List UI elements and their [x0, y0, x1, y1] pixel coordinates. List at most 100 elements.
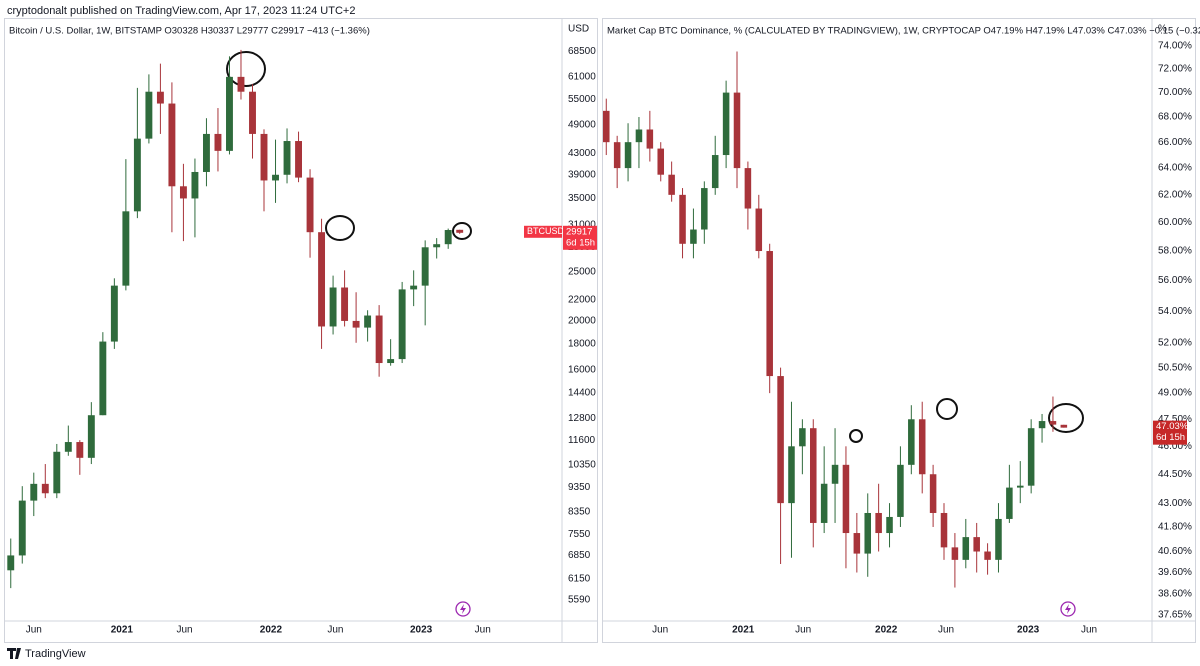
candle-body	[1049, 421, 1057, 425]
candle-body	[1038, 421, 1046, 429]
candle-body	[973, 537, 980, 552]
y-tick-label: 56.00%	[1158, 275, 1192, 286]
y-tick-label: 49000	[568, 119, 596, 130]
y-tick-label: 68.00%	[1158, 112, 1192, 123]
y-tick-label: 50.50%	[1158, 362, 1192, 373]
candle-body	[799, 428, 806, 447]
candle-body	[744, 168, 752, 209]
candle-body	[1006, 487, 1013, 519]
candle-body	[777, 376, 784, 504]
y-tick-label: 61000	[568, 72, 596, 83]
y-tick-label: 47.50%	[1158, 414, 1192, 425]
y-tick-label: 62.00%	[1158, 189, 1192, 200]
candle-body	[613, 142, 621, 169]
y-tick-label: 72.00%	[1158, 64, 1192, 75]
event-icon-bolt	[460, 604, 466, 614]
event-icon	[455, 601, 471, 617]
candle-body	[99, 341, 107, 416]
candle-body	[179, 186, 187, 199]
candle-body	[864, 512, 872, 554]
candle-body	[766, 251, 773, 377]
y-tick-label: 68500	[568, 46, 596, 57]
candle-body	[701, 188, 708, 230]
candle-body	[76, 442, 84, 458]
y-tick-label: 7550	[568, 529, 591, 540]
candle-body	[733, 92, 741, 169]
y-tick-label: 6150	[568, 574, 591, 585]
candle-body	[646, 129, 654, 149]
x-tick-label: Jun	[327, 625, 343, 636]
candle-body	[306, 177, 314, 233]
candle-body	[831, 464, 839, 484]
y-tick-label: 35000	[568, 193, 596, 204]
candle-body	[122, 211, 130, 286]
candle-body	[18, 500, 26, 556]
y-tick-label: 16000	[568, 364, 596, 375]
annotation-circle	[325, 215, 355, 241]
y-tick-label: 74.00%	[1158, 40, 1192, 51]
right-panel-frame	[602, 18, 1196, 643]
y-tick-label: 8350	[568, 507, 591, 518]
candle-body	[995, 518, 1002, 560]
candle-body	[387, 359, 395, 364]
candle-body	[984, 551, 991, 560]
y-tick-label: 58.00%	[1158, 246, 1192, 257]
x-tick-label: 2021	[732, 625, 755, 636]
x-tick-label: 2023	[1017, 625, 1040, 636]
candle-body	[722, 92, 730, 156]
candle-body	[133, 138, 141, 212]
candle-body	[30, 483, 38, 501]
x-tick-label: Jun	[938, 625, 954, 636]
y-unit: %	[1158, 24, 1167, 35]
annotation-circle	[849, 429, 863, 443]
candle-body	[842, 464, 850, 534]
candle-body	[191, 171, 199, 199]
y-tick-label: 41.80%	[1158, 522, 1192, 533]
candle-body	[755, 208, 763, 252]
y-tick-label: 40.60%	[1158, 546, 1192, 557]
candle-body	[410, 285, 418, 290]
candle-body	[375, 315, 383, 364]
price-tag-countdown: 6d 15h	[1156, 432, 1185, 443]
x-tick-label: Jun	[475, 625, 491, 636]
x-tick-label: Jun	[26, 625, 42, 636]
candle-body	[329, 287, 337, 327]
candle-body	[886, 516, 893, 534]
x-tick-label: Jun	[652, 625, 668, 636]
chart: Market Cap BTC Dominance, % (CALCULATED …	[603, 24, 1200, 636]
byline: cryptodonalt published on TradingView.co…	[7, 5, 355, 17]
candle-body	[156, 91, 164, 104]
annotation-circle	[1048, 403, 1084, 433]
chart: Bitcoin / U.S. Dollar, 1W, BITSTAMP O303…	[7, 24, 597, 636]
candle-body	[690, 229, 697, 244]
y-tick-label: 10350	[568, 460, 596, 471]
price-tag-bg	[563, 225, 597, 250]
candle-body	[940, 512, 948, 548]
event-icon-bolt	[1065, 604, 1071, 614]
brand: TradingView	[25, 648, 86, 660]
x-tick-label: 2023	[410, 625, 433, 636]
price-tag-value: 29917	[566, 226, 592, 237]
candle-body	[295, 141, 302, 178]
candle-body	[364, 315, 372, 328]
y-tick-label: 12800	[568, 413, 596, 424]
candle-body	[456, 229, 464, 233]
candle-body	[87, 415, 95, 458]
y-tick-label: 37.65%	[1158, 610, 1192, 621]
y-tick-label: 60.00%	[1158, 217, 1192, 228]
candle-body	[202, 133, 210, 172]
y-tick-label: 44.50%	[1158, 469, 1192, 480]
candle-body	[444, 230, 452, 245]
y-tick-label: 64.00%	[1158, 163, 1192, 174]
price-tag-symbol-bg	[524, 225, 562, 238]
candle-body	[929, 474, 937, 513]
candle-body	[603, 110, 610, 143]
y-tick-label: 6850	[568, 550, 591, 561]
y-tick-label: 39000	[568, 169, 596, 180]
candle-body	[53, 451, 61, 494]
x-tick-label: 2022	[875, 625, 898, 636]
candle-body	[1016, 485, 1024, 488]
y-tick-label: 31000	[568, 220, 596, 231]
x-tick-label: 2022	[260, 625, 283, 636]
y-tick-label: 49.00%	[1158, 388, 1192, 399]
